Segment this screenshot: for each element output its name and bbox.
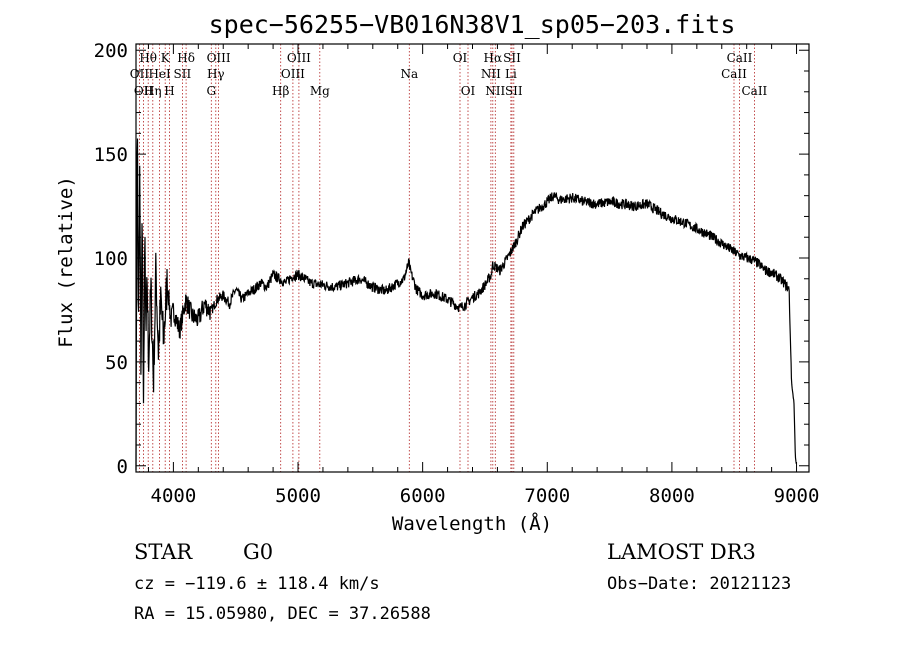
y-tick-label: 100 — [94, 248, 128, 270]
y-axis-label: Flux (relative) — [55, 176, 77, 348]
line-label: CaII — [741, 84, 767, 98]
line-label: NII — [485, 84, 505, 98]
x-axis-label: Wavelength (Å) — [392, 512, 552, 535]
line-label: Mg — [310, 84, 330, 98]
emission-line-markers — [138, 44, 755, 472]
x-tick-label: 6000 — [400, 485, 446, 507]
line-label: Hδ — [177, 51, 195, 65]
x-tick-label: 7000 — [524, 485, 570, 507]
line-label: CaII — [721, 67, 747, 81]
line-label: OII — [130, 67, 150, 81]
line-label: Na — [400, 67, 418, 81]
line-label: CaII — [727, 51, 753, 65]
line-label: Li — [505, 67, 517, 81]
y-tick-label: 150 — [94, 144, 128, 166]
line-label: OIII — [207, 51, 231, 65]
line-label: K — [161, 51, 171, 65]
spectrum-line — [135, 138, 797, 470]
redshift-readout: cz = −119.6 ± 118.4 km/s — [134, 574, 380, 594]
chart-title: spec−56255−VB016N38V1_sp05−203.fits — [209, 10, 736, 39]
x-tick-label: 8000 — [649, 485, 695, 507]
line-label: SII — [505, 84, 523, 98]
line-label: Hγ — [207, 67, 225, 81]
y-tick-label: 200 — [94, 40, 128, 62]
y-tick-label: 0 — [117, 456, 128, 478]
object-subclass: G0 — [243, 540, 273, 564]
survey-name: LAMOST DR3 — [607, 540, 756, 564]
line-label: Hα — [484, 51, 503, 65]
y-tick-label: 50 — [105, 352, 128, 374]
line-label: HeI — [148, 67, 171, 81]
coordinates: RA = 15.05980, DEC = 37.26588 — [134, 604, 431, 624]
line-label: Hη — [144, 84, 162, 98]
plot-frame — [135, 43, 810, 473]
x-tick-label: 9000 — [774, 485, 820, 507]
line-label: OI — [453, 51, 468, 65]
line-label: NII — [481, 67, 501, 81]
object-class: STAR — [134, 540, 193, 564]
line-label: OII — [134, 84, 154, 98]
line-label: OIII — [287, 51, 311, 65]
line-label: H — [164, 84, 174, 98]
line-label: SII — [174, 67, 192, 81]
x-axis-ticks: 4000 5000 6000 7000 8000 9000 — [147, 44, 820, 507]
line-label: G — [207, 84, 217, 98]
obs-date: Obs−Date: 20121123 — [607, 574, 791, 594]
line-label: OIII — [281, 67, 305, 81]
line-label: SII — [503, 51, 521, 65]
x-tick-label: 4000 — [151, 485, 197, 507]
line-label: OI — [461, 84, 476, 98]
y-axis-ticks: 0 50 100 150 200 — [94, 40, 809, 478]
x-tick-label: 5000 — [275, 485, 321, 507]
line-label: Hθ — [139, 51, 157, 65]
line-label: Hβ — [272, 84, 289, 98]
